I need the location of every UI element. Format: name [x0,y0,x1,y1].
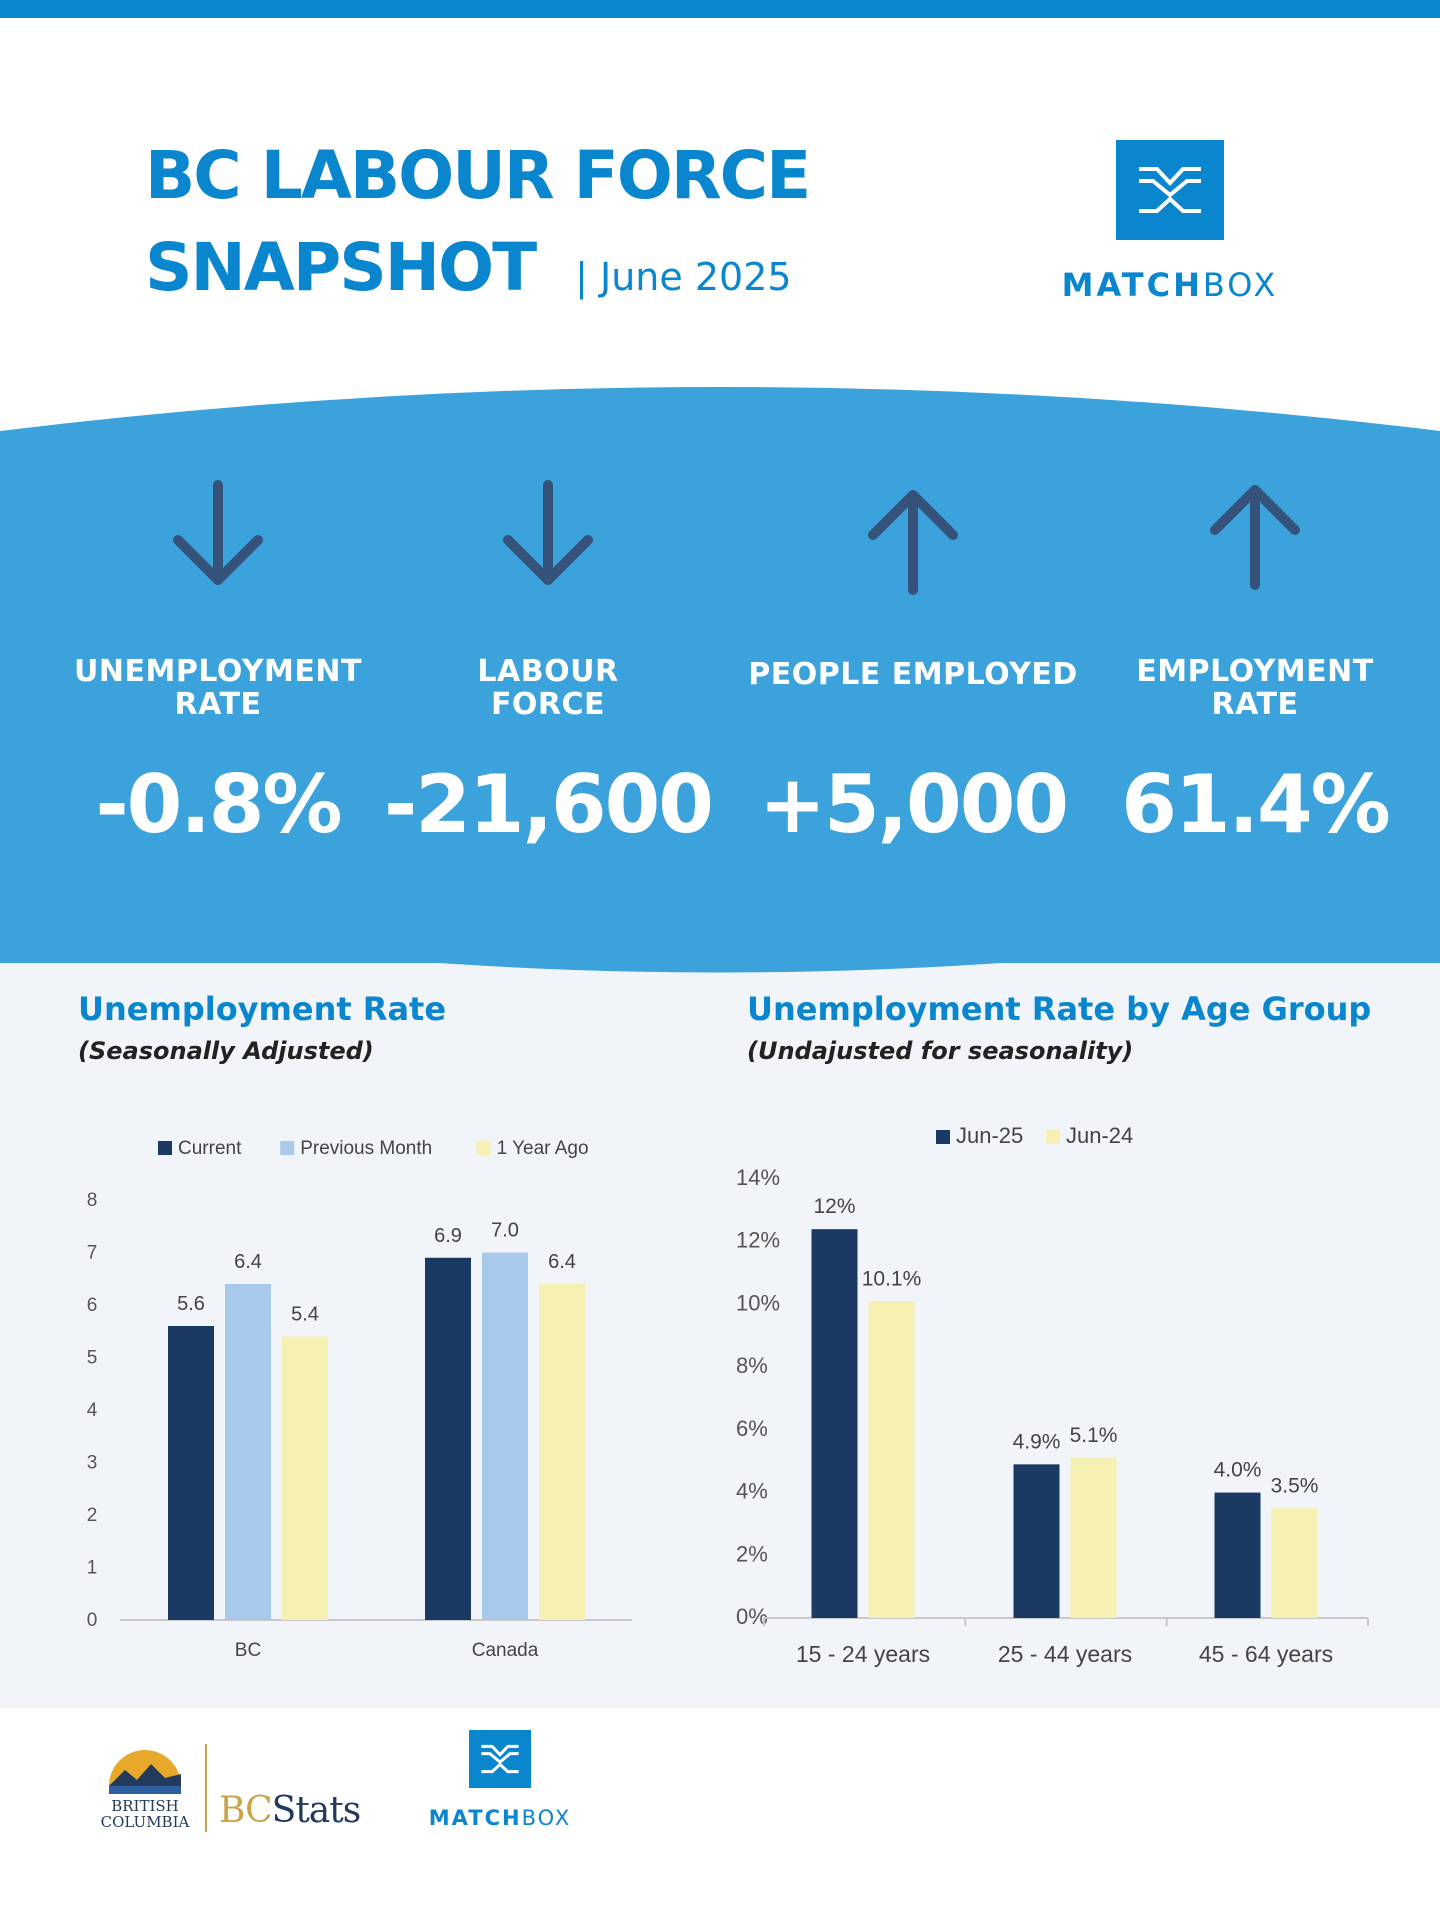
y-tick-label: 2 [87,1505,98,1526]
footer-logos: BRITISH COLUMBIA BCStats MATCHBOX [0,1708,1440,1920]
bar [811,1229,858,1618]
x-category-label: 45 - 64 years [1199,1641,1333,1667]
age-group-chart: 0% 2% 4% 6% 8% 10% 12% 14% 15 - 24 years 12% 10.1%… [736,1123,1369,1667]
data-label: 6.4 [234,1251,262,1273]
legend-swatch [280,1141,295,1155]
data-label: 12% [813,1195,855,1218]
y-tick-label: 4% [736,1479,768,1504]
bar [168,1326,214,1620]
matchbox-mark-icon [1116,140,1224,240]
y-tick-label: 2% [736,1541,768,1566]
legend-label: Previous Month [300,1138,432,1159]
stat-label: PEOPLE EMPLOYED [748,657,1078,692]
legend-swatch [1046,1130,1060,1144]
band-bottom-curve [0,880,1440,973]
bar [1271,1508,1318,1618]
y-tick-label: 3 [87,1453,98,1474]
stats-band [0,383,1440,963]
legend-swatch [476,1141,491,1155]
title-line-1: BC LABOUR FORCE [145,137,811,214]
legend-label: Current [178,1138,242,1159]
y-tick-label: 12% [736,1228,780,1253]
logo-divider [205,1744,207,1832]
report-date: | June 2025 [575,255,792,299]
matchbox-wordmark: MATCHBOX [428,1806,572,1830]
y-tick-label: 8 [87,1190,98,1211]
y-tick-label: 6% [736,1416,768,1441]
matchbox-mark-icon [469,1730,531,1788]
legend-label: Jun-25 [956,1123,1023,1148]
data-label: 5.1% [1070,1424,1118,1447]
data-label: 7.0 [491,1220,519,1242]
arrow-up-icon [868,490,958,595]
data-label: 4.9% [1013,1430,1061,1453]
y-tick-label: 14% [736,1165,780,1190]
x-category-label: Canada [472,1640,539,1661]
stat-value: -0.8% [95,758,342,851]
title-line-2: SNAPSHOT [145,229,537,306]
arrow-down-icon [173,480,263,585]
x-category-label: 15 - 24 years [796,1641,930,1667]
data-label: 5.6 [177,1293,205,1315]
bc-sun-icon [109,1750,181,1794]
legend-swatch [158,1141,172,1155]
bar [1013,1464,1060,1618]
y-tick-label: 6 [87,1295,98,1316]
data-label: 6.9 [434,1225,462,1247]
bcstats-wordmark: BCStats [219,1790,361,1831]
top-accent-strip [0,0,1440,18]
legend-label: Jun-24 [1066,1123,1133,1148]
bar [539,1284,585,1620]
arrow-down-icon [503,480,593,585]
y-tick-label: 0% [736,1604,768,1629]
stat-value: -21,600 [384,758,714,851]
stat-label: UNEMPLOYMENT RATE [74,654,362,722]
bc-wordmark: BRITISH COLUMBIA [100,1797,190,1831]
page-title: BC LABOUR FORCE SNAPSHOT | June 2025 [145,130,811,323]
bcstats-logo: BRITISH COLUMBIA BCStats [95,1736,361,1846]
y-tick-label: 7 [87,1243,98,1264]
band-background [0,387,1440,963]
data-label: 5.4 [291,1304,319,1326]
stat-value: +5,000 [758,758,1069,851]
x-category-label: 25 - 44 years [998,1641,1132,1667]
y-tick-label: 10% [736,1290,780,1315]
y-tick-label: 1 [87,1558,98,1579]
stat-value: 61.4% [1121,758,1391,851]
legend-swatch [936,1130,950,1144]
stat-label: EMPLOYMENT RATE [1136,654,1374,722]
y-tick-label: 5 [87,1348,98,1369]
data-label: 4.0% [1214,1459,1262,1482]
bar [425,1257,471,1620]
stat-label: LABOUR FORCE [477,654,619,722]
y-tick-label: 4 [87,1400,98,1421]
bar [482,1252,528,1620]
left-chart-subtitle: (Seasonally Adjusted) [78,1037,374,1065]
arrow-up-icon [1210,485,1300,590]
matchbox-footer-logo: MATCHBOX [420,1730,580,1830]
bar [1070,1458,1117,1618]
matchbox-logo: MATCHBOX [1040,140,1300,304]
data-label: 3.5% [1271,1474,1319,1497]
right-chart-title: Unemployment Rate by Age Group [747,990,1372,1028]
x-category-label: BC [235,1640,261,1661]
unemployment-rate-chart: 0 1 2 3 4 5 6 7 8 BC 5.6 6.4 5.4 Canada 6.9 7.0 6.4 Curre… [87,1138,632,1661]
legend-label: 1 Year Ago [497,1138,589,1159]
matchbox-wordmark: MATCHBOX [1061,266,1279,304]
right-chart-subtitle: (Undajusted for seasonality) [747,1037,1134,1065]
bar [225,1284,271,1620]
bar [868,1301,915,1618]
data-label: 6.4 [548,1251,576,1273]
bar [1214,1492,1261,1618]
y-tick-label: 8% [736,1353,768,1378]
bar [282,1336,328,1620]
data-label: 10.1% [862,1267,922,1290]
y-tick-label: 0 [87,1610,98,1631]
left-chart-title: Unemployment Rate [78,990,447,1028]
